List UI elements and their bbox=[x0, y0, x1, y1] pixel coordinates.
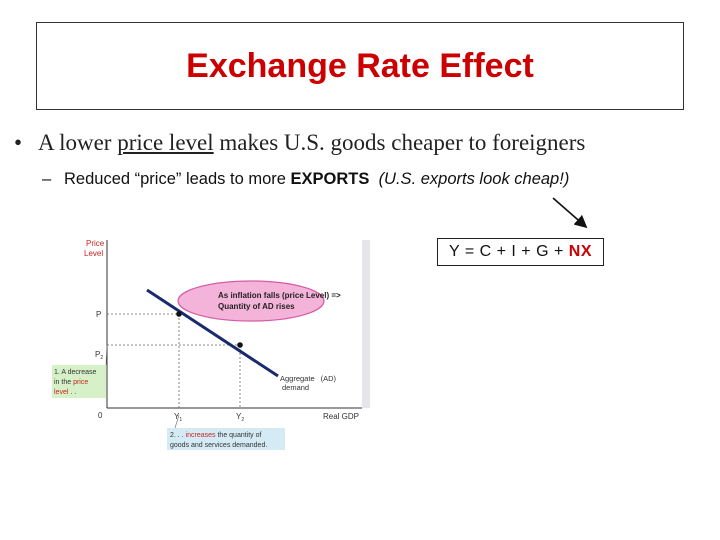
note1-line1: 1. A decrease bbox=[54, 369, 97, 376]
x-axis-label: Real GDP bbox=[323, 412, 359, 421]
point-p1-y1 bbox=[176, 311, 182, 317]
curve-label-line2: demand bbox=[282, 383, 309, 392]
callout-line1: As inflation falls (price Level) => bbox=[218, 291, 341, 300]
note1-line2: in the price bbox=[54, 379, 88, 386]
slide-title: Exchange Rate Effect bbox=[186, 46, 534, 85]
y1-label: Y1 bbox=[174, 412, 182, 423]
origin-label: 0 bbox=[98, 411, 103, 420]
ad-curve-line bbox=[146, 288, 279, 378]
pointer-arrow-icon bbox=[552, 197, 588, 229]
equation-box: Y = C + I + G + NX bbox=[437, 238, 604, 266]
sub-bullet-italic: (U.S. exports look cheap!) bbox=[378, 170, 570, 188]
inflation-callout bbox=[177, 280, 325, 322]
sub-bullet: – Reduced “price” leads to more EXPORTS (… bbox=[42, 170, 712, 189]
point-p2-y2 bbox=[237, 342, 243, 348]
note1-bg bbox=[52, 365, 106, 398]
y2-label: Y2 bbox=[236, 412, 244, 423]
p1-label: P bbox=[96, 310, 101, 319]
note2-pointer bbox=[174, 414, 180, 429]
graph-edge-shade bbox=[362, 240, 370, 408]
note1-pointer bbox=[105, 344, 108, 366]
bullet-text-underlined: price level bbox=[117, 130, 214, 155]
bullet-text-after: makes U.S. goods cheaper to foreigners bbox=[213, 130, 586, 155]
sub-bullet-text-before: Reduced “price” leads to more bbox=[64, 170, 291, 188]
note2-bg bbox=[167, 428, 285, 450]
title-box: Exchange Rate Effect bbox=[36, 22, 684, 110]
note1-line3: level . . bbox=[54, 389, 76, 396]
equation-main: Y = C + I + G + bbox=[448, 243, 564, 260]
equation-nx: NX bbox=[568, 243, 592, 260]
ad-curve-graph: Price Level P P2 0 Y1 Y2 Real GDP Aggreg… bbox=[52, 239, 370, 450]
bullet-text-before: A lower bbox=[38, 130, 118, 155]
y-axis-label-line2: Level bbox=[84, 249, 103, 258]
curve-label-line1: Aggregate (AD) bbox=[280, 374, 337, 383]
p2-label: P2 bbox=[95, 350, 103, 361]
main-bullet: • A lower price level makes U.S. goods ch… bbox=[14, 130, 714, 156]
sub-bullet-dash: – bbox=[42, 170, 52, 188]
note2-line1: 2. . . increases the quantity of bbox=[170, 432, 262, 439]
note2-line2: goods and services demanded. bbox=[170, 442, 267, 449]
sub-bullet-exports: EXPORTS bbox=[290, 170, 370, 188]
bullet-dot-icon: • bbox=[14, 130, 23, 155]
callout-line2: Quantity of AD rises bbox=[218, 302, 295, 311]
y-axis-label-line1: Price bbox=[86, 239, 105, 248]
